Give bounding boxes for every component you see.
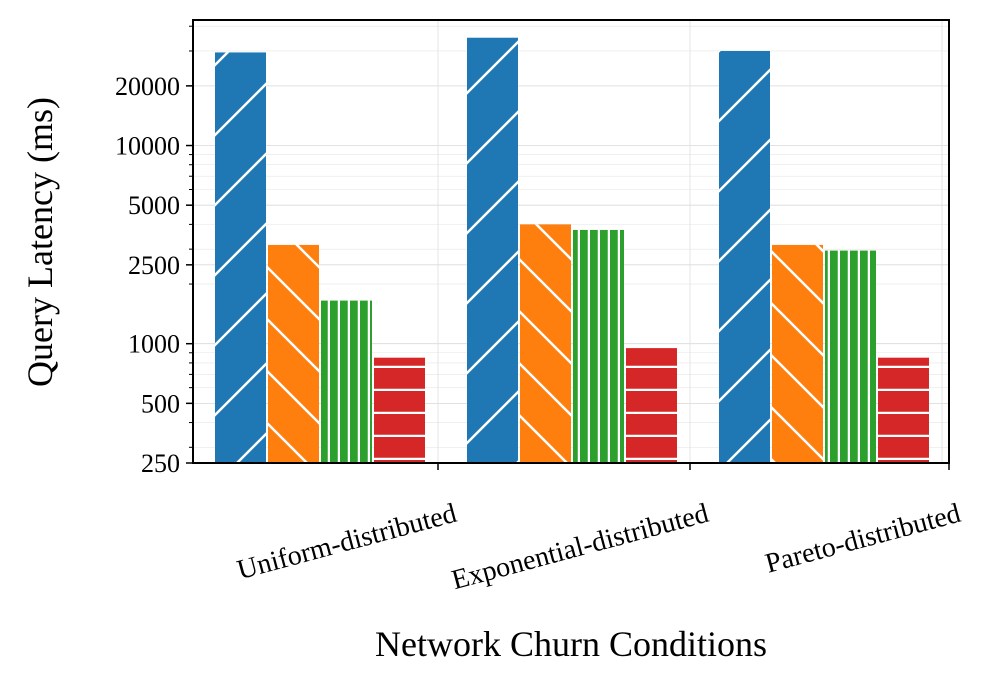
y-tick-label: 5000 (128, 191, 180, 220)
bar-hatch (825, 250, 876, 463)
bars (215, 37, 929, 464)
bar-hatch (626, 348, 677, 463)
bar-hatch (215, 52, 266, 463)
plot-frame (192, 19, 950, 464)
bar-hatch (772, 244, 823, 463)
bar-hatch (321, 300, 372, 463)
y-tick-label: 2500 (128, 251, 180, 280)
y-axis-title: Query Latency (ms) (20, 97, 60, 387)
bar-hatch (719, 50, 770, 463)
bar-hatch (573, 229, 624, 463)
y-tick-label: 1000 (128, 330, 180, 359)
y-tick-label: 20000 (115, 72, 180, 101)
y-tick-label: 250 (141, 449, 180, 478)
y-tick-label: 10000 (115, 132, 180, 161)
x-tick-label: Exponential-distributed (448, 498, 711, 596)
y-tick-label: 500 (141, 389, 180, 418)
bar-hatch (268, 244, 319, 463)
bar-hatch (878, 357, 929, 463)
bar-hatch (520, 224, 571, 463)
x-tick-label: Pareto-distributed (762, 498, 964, 580)
x-tick-label: Uniform-distributed (234, 498, 460, 586)
bar-hatch (374, 357, 425, 463)
bar-hatch (467, 37, 518, 464)
x-axis-title: Network Churn Conditions (375, 624, 767, 664)
